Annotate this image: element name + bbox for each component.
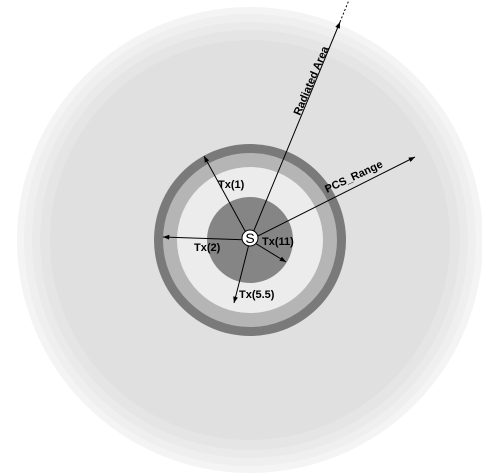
arrow-radiated-area-dashed (339, 0, 350, 23)
source-label: S (245, 230, 254, 246)
range-arrows (162, 0, 416, 304)
label-tx55: Tx(5.5) (239, 289, 275, 301)
label-tx11: Tx(11) (262, 236, 294, 248)
label-tx2: Tx(2) (194, 242, 221, 254)
arrow-pcs-range (249, 156, 416, 241)
arrow-tx2 (162, 234, 251, 241)
label-tx1: Tx(1) (218, 179, 245, 191)
source-node: S (241, 229, 259, 247)
arrow-radiated-area (249, 21, 341, 241)
source-marker (241, 229, 259, 247)
arrow-tx1 (203, 155, 251, 241)
arrow-tx55 (233, 239, 251, 304)
